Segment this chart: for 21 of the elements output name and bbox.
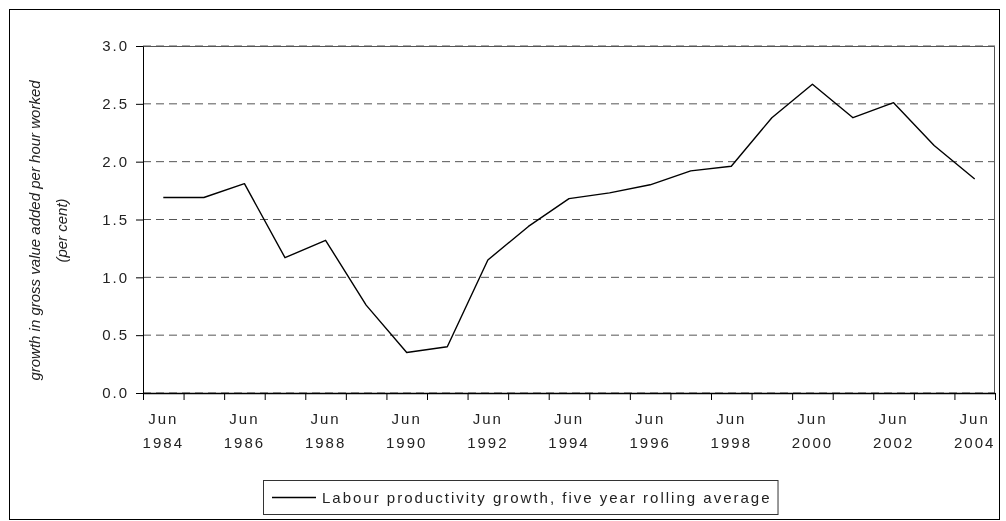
y-tick-label: 0.0 [102,384,129,402]
y-tick-label: 1.5 [102,210,129,228]
x-tick-label: Jun 1992 [467,409,509,451]
y-tick-label: 3.0 [102,37,129,55]
x-tick-label: Jun 2002 [872,409,915,451]
y-tick-label: 2.0 [102,152,129,170]
x-tick-label: Jun 1996 [629,409,671,451]
x-tick-label: Jun 1988 [304,409,347,451]
line-series [162,83,976,354]
x-tick-label: Jun 1994 [548,409,590,451]
x-tick-label: Jun 1984 [142,409,184,451]
y-axis-title: growth in gross value added per hour worked (per cent) [26,79,71,381]
legend-label: Labour productivity growth, five year rolling average [322,488,772,506]
x-tick-label: Jun 2000 [791,409,834,451]
x-tick-label: Jun 1990 [386,409,428,451]
x-tick-label: Jun 1986 [223,409,266,451]
y-tick-label: 1.0 [102,268,129,286]
x-tick-label: Jun 1998 [710,409,752,451]
y-tick-label: 2.5 [102,95,129,113]
y-tick-label: 0.5 [102,326,129,344]
x-tick-label: Jun 2004 [954,409,996,451]
